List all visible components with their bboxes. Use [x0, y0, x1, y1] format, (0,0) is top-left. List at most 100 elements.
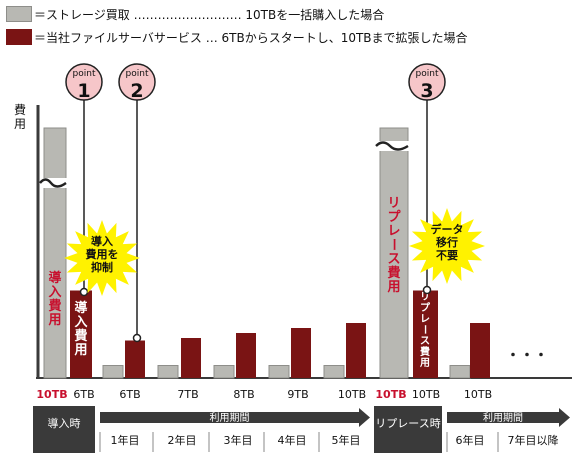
period-arrow-years-6: 利用期間: [447, 408, 570, 427]
year-label: 1年目: [111, 433, 140, 447]
point-badge: [65, 63, 103, 101]
callout-text: 抑制: [91, 260, 113, 274]
bar-purchase: [43, 127, 67, 379]
axis-break-wave: [375, 141, 409, 151]
bar-text-replace-service-char: レ: [420, 314, 430, 325]
callout-starburst: [409, 208, 485, 284]
bar-service: [470, 323, 490, 378]
bar-text-replace-purchase-char: ー: [386, 238, 401, 251]
continuation-ellipsis: ・・・: [506, 348, 548, 364]
legend-swatch-purchase: [6, 6, 32, 22]
period-block-intro: [33, 406, 95, 453]
capacity-label-service: 7TB: [177, 388, 198, 401]
bar-text-replace-service-char: ス: [420, 335, 430, 347]
callout-text: 導入: [91, 234, 113, 248]
bar-service: [125, 340, 145, 378]
bar-service: [236, 333, 256, 378]
bar-purchase: [157, 365, 179, 379]
bar-text-replace-purchase-char: 費: [387, 265, 400, 281]
year-label: 6年目: [456, 433, 485, 447]
y-axis-label: 費用: [14, 102, 26, 131]
bar-purchase: [323, 365, 345, 379]
y-axis-label-char: 用: [14, 117, 26, 131]
point-label: point: [416, 69, 439, 79]
point-leader-dot: [79, 287, 89, 297]
bar-purchase: [102, 365, 124, 379]
year-label: 5年目: [332, 433, 361, 447]
capacity-label-service: 6TB: [73, 388, 94, 401]
legend-item-purchase: ＝ストレージ買取 ……………………… 10TBを一括購入した場合: [6, 5, 384, 23]
callout-text: 不要: [436, 249, 458, 262]
bar-text-replace-purchase-char: プ: [387, 210, 401, 225]
bar-purchase: [449, 365, 471, 379]
period-label-replace: リプレース時: [375, 417, 440, 430]
bar-service: [291, 328, 311, 378]
bar-text-intro-purchase-char: 費: [48, 298, 61, 314]
capacity-label-purchase: 10TB: [375, 388, 406, 401]
legend-label-service: ＝当社ファイルサーバサービス … 6TBからスタートし、10TBまで拡張した場合: [34, 30, 468, 45]
capacity-label-service: 8TB: [233, 388, 254, 401]
bar-service: [413, 290, 438, 378]
callout-text: 費用を: [85, 247, 119, 261]
period-arrow-years-1-5: 利用期間: [100, 408, 370, 427]
capacity-label-service: 6TB: [119, 388, 140, 401]
callout-text: データ: [431, 222, 464, 236]
capacity-label-service: 9TB: [287, 388, 308, 401]
year-label: 4年目: [278, 433, 307, 447]
callout-text: 移行: [436, 235, 458, 249]
bar-purchase: [379, 127, 409, 379]
bar-text-replace-service-char: ー: [418, 324, 429, 334]
bar-text-replace-service-char: リ: [420, 291, 430, 303]
capacity-label-purchase: 10TB: [36, 388, 67, 401]
point-leader-dot: [422, 285, 432, 295]
y-axis-label-char: 費: [14, 102, 26, 117]
bar-text-intro-purchase-char: 用: [47, 313, 61, 328]
bar-text-replace-purchase-char: 用: [386, 280, 400, 295]
bar-text-replace-purchase-char: レ: [387, 224, 400, 239]
bar-text-intro-service-char: 費: [74, 328, 87, 344]
bar-text-intro-service-char: 用: [73, 343, 87, 358]
point-badge: [408, 63, 446, 101]
capacity-label-service: 10TB: [412, 388, 440, 401]
bar-service: [181, 338, 201, 378]
bar-text-replace-service-char: プ: [420, 301, 431, 314]
point-label: point: [73, 69, 96, 79]
axis-break-gap: [378, 141, 410, 151]
period-arrow-label-bg: [473, 412, 533, 423]
bar-text-intro-service-char: 入: [74, 315, 87, 330]
year-label: 3年目: [224, 433, 253, 447]
point-number: 2: [130, 80, 143, 102]
axis-break-mark: [39, 178, 68, 188]
axis-break-wave: [39, 178, 67, 188]
axis-break-mark: [375, 141, 410, 151]
point-badge: [118, 63, 156, 101]
bar-text-intro-service-char: 導: [74, 300, 87, 316]
point-leader-dot: [132, 333, 142, 343]
period-arrow-label: 利用期間: [210, 412, 250, 424]
bar-service: [346, 323, 366, 378]
period-arrow-label: 利用期間: [483, 412, 523, 424]
capacity-label-service: 10TB: [338, 388, 366, 401]
bar-text-intro-purchase-char: 導: [48, 270, 61, 286]
year-label: 7年目以降: [508, 433, 559, 447]
capacity-label-service: 10TB: [464, 388, 492, 401]
point-number: 1: [77, 80, 90, 102]
legend-label-purchase: ＝ストレージ買取 ……………………… 10TBを一括購入した場合: [34, 7, 385, 22]
bar-text-replace-purchase-char: ス: [387, 252, 400, 267]
callout-starburst: [64, 220, 140, 296]
period-block-replace: [374, 406, 442, 453]
axis-break-gap: [42, 178, 68, 188]
year-label: 2年目: [168, 433, 197, 447]
point-label: point: [126, 69, 149, 79]
bar-text-replace-service-char: 用: [419, 357, 430, 369]
bar-service: [70, 290, 92, 378]
point-number: 3: [420, 80, 433, 102]
